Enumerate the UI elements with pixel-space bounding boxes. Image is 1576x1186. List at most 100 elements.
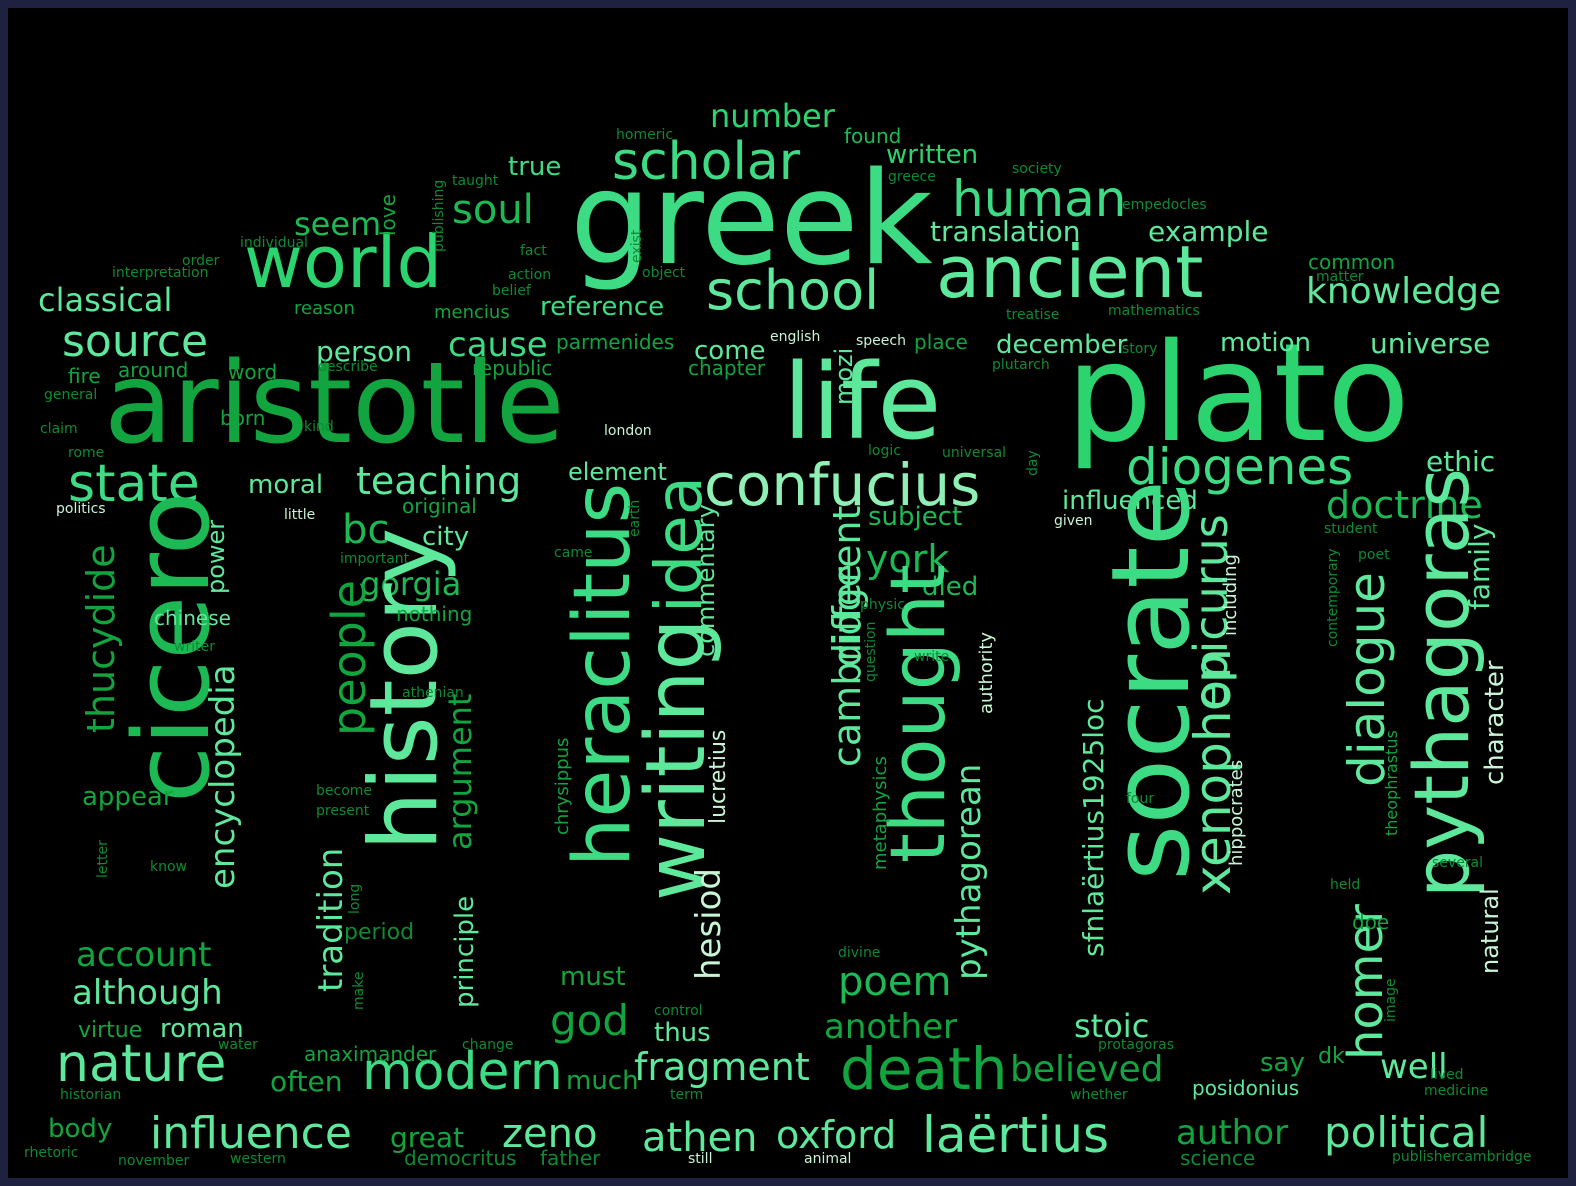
word-say: say <box>1260 1048 1305 1078</box>
word-greek: greek <box>570 145 933 294</box>
word-reason: reason <box>294 298 355 319</box>
word-authority: authority <box>976 631 997 714</box>
word-source: source <box>62 316 209 367</box>
word-tradition: tradition <box>311 847 351 992</box>
word-metaphysics: metaphysics <box>870 756 891 870</box>
word-rhetoric: rhetoric <box>24 1145 79 1161</box>
word-zeno: zeno <box>502 1111 598 1157</box>
word-great: great <box>390 1121 465 1154</box>
word-argument: argument <box>441 693 479 850</box>
word-diogenes: diogenes <box>1126 438 1354 496</box>
word-greece: greece <box>888 169 936 185</box>
word-english: english <box>770 329 821 345</box>
word-period: period <box>344 920 415 945</box>
word-write: write <box>914 649 950 665</box>
word-long: long <box>347 883 363 914</box>
word-virtue: virtue <box>78 1018 143 1043</box>
word-found: found <box>844 124 902 148</box>
word-know: know <box>150 859 187 875</box>
word-people: people <box>322 580 376 736</box>
word-much: much <box>566 1066 639 1096</box>
word-bc: bc <box>342 507 390 553</box>
word-plato: plato <box>1066 315 1410 473</box>
word-interpretation: interpretation <box>112 265 209 281</box>
word-student: student <box>1324 521 1378 537</box>
word-action: action <box>508 267 552 283</box>
word-writer: writer <box>174 639 215 655</box>
word-historian: historian <box>60 1087 122 1103</box>
word-love: love <box>376 194 400 236</box>
word-aristotle: aristotle <box>104 339 565 469</box>
word-school: school <box>706 259 880 322</box>
word-earth: earth <box>627 499 643 537</box>
word-december: december <box>996 330 1128 360</box>
word-appear: appear <box>82 782 174 812</box>
word-speech: speech <box>856 333 906 349</box>
word-make: make <box>351 971 367 1010</box>
word-london: london <box>604 423 652 439</box>
word-subject: subject <box>868 502 963 532</box>
word-image: image <box>1383 978 1399 1022</box>
word-lucretius: lucretius <box>706 729 731 824</box>
word-hesiod: hesiod <box>689 867 729 980</box>
word-important: important <box>340 551 410 567</box>
word-city: city <box>422 522 470 552</box>
word-motion: motion <box>1220 328 1312 358</box>
word-held: held <box>1330 877 1361 893</box>
word-state: state <box>68 454 200 514</box>
word-life: life <box>783 341 942 463</box>
word-born: born <box>220 406 266 430</box>
word-fire: fire <box>68 364 101 388</box>
word-commentary: commentary <box>692 504 720 657</box>
word-knowledge: knowledge <box>1306 271 1502 312</box>
word-including: including <box>1220 554 1241 636</box>
word-term: term <box>670 1087 704 1103</box>
word-fact: fact <box>520 243 547 259</box>
word-element: element <box>568 458 667 486</box>
word-object: object <box>642 265 686 281</box>
word-western: western <box>230 1151 286 1167</box>
word-poet: poet <box>1358 547 1390 563</box>
word-ethic: ethic <box>1426 445 1496 478</box>
word-doe: doe <box>1352 910 1390 934</box>
word-individual: individual <box>240 235 308 251</box>
word-reference: reference <box>540 292 665 322</box>
word-thus: thus <box>654 1018 711 1048</box>
word-poem: poem <box>838 959 952 1005</box>
word-homeric: homeric <box>616 127 674 143</box>
word-example: example <box>1148 215 1269 248</box>
word-came: came <box>554 545 593 561</box>
word-thucydide: thucydide <box>79 544 123 733</box>
word-written: written <box>886 140 979 170</box>
word-republic: republic <box>472 356 553 380</box>
word-control: control <box>654 1003 703 1019</box>
word-democritus: democritus <box>404 1146 517 1170</box>
word-water: water <box>218 1037 258 1053</box>
word-mencius: mencius <box>434 302 510 323</box>
word-mozi: mozi <box>830 347 858 405</box>
word-physic: physic <box>860 597 905 613</box>
word-lived: lived <box>1430 1067 1464 1083</box>
word-taught: taught <box>452 173 499 189</box>
word-another: another <box>824 1007 957 1047</box>
word-family: family <box>1463 523 1496 610</box>
word-parmenides: parmenides <box>556 330 675 354</box>
word-classical: classical <box>38 281 173 319</box>
word-whether: whether <box>1070 1087 1128 1103</box>
word-although: although <box>72 973 223 1013</box>
word-around: around <box>118 358 189 382</box>
word-must: must <box>560 962 626 992</box>
word-several: several <box>1432 855 1484 871</box>
word-plutarch: plutarch <box>992 357 1050 373</box>
word-common: common <box>1308 250 1396 274</box>
word-november: november <box>118 1153 190 1169</box>
word-describe: describe <box>318 359 378 375</box>
word-influenced: influenced <box>1062 486 1198 516</box>
word-different: different <box>825 505 869 667</box>
word-pythagorean: pythagorean <box>949 763 989 980</box>
word-letter: letter <box>95 840 111 878</box>
word-true: true <box>508 152 562 182</box>
word-original: original <box>402 494 477 518</box>
word-cloud: greek aristotle plato life world ancient schol… <box>8 8 1568 1178</box>
word-moral: moral <box>248 470 324 500</box>
